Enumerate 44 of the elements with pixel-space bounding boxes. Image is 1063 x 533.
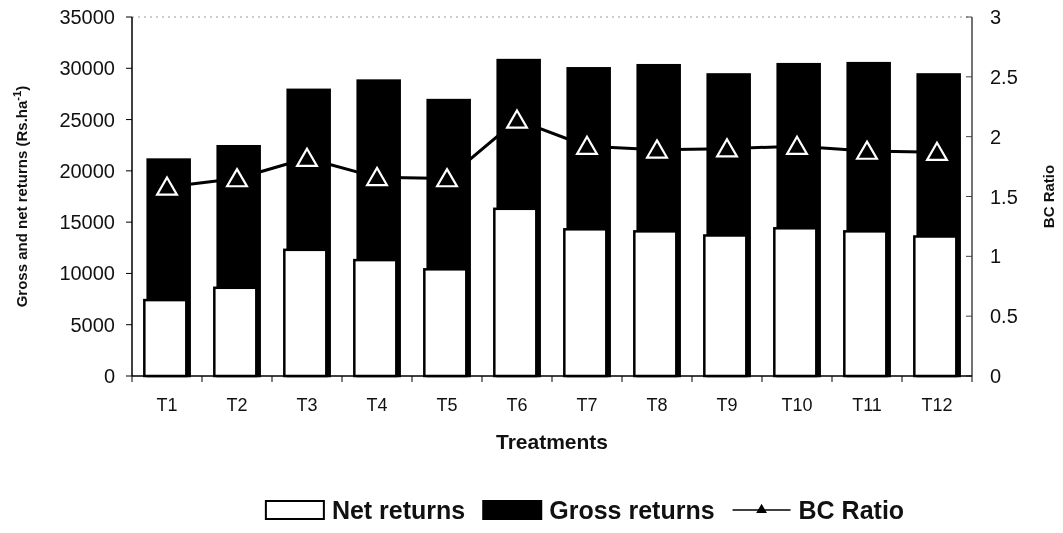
x-tick-label: T2	[226, 395, 248, 415]
point	[225, 168, 249, 188]
x-tick-label: T5	[436, 395, 458, 415]
y-tick-label: 30000	[59, 57, 115, 80]
y2-tick-label: 1	[990, 245, 1002, 268]
x-tick-label: T10	[781, 395, 813, 415]
point	[155, 176, 179, 196]
y2-tick-label: 1.5	[990, 185, 1018, 208]
x-tick-label: T6	[506, 395, 528, 415]
point	[925, 141, 949, 162]
x-tick-label: T4	[366, 395, 388, 415]
x-tick-label: T8	[646, 395, 668, 415]
y-tick-label: 10000	[59, 262, 115, 285]
y-tick-label: 25000	[59, 108, 115, 131]
point	[645, 139, 669, 159]
y2-tick-label: 3	[990, 6, 1002, 28]
x-tick-label: T7	[576, 395, 598, 415]
y2-tick-label: 0.5	[990, 305, 1018, 328]
y-tick-label: 5000	[70, 313, 115, 336]
point	[575, 135, 599, 156]
legend-label: Gross returns	[549, 495, 715, 524]
point	[785, 135, 809, 156]
point	[435, 168, 459, 188]
legend-label: BC Ratio	[798, 495, 905, 524]
point	[505, 109, 529, 129]
x-tick-label: T11	[852, 395, 882, 415]
y-tick-label: 35000	[59, 6, 115, 28]
x-tick-label: T12	[921, 395, 953, 415]
y2-tick-label: 0	[990, 365, 1002, 387]
x-tick-label: T3	[296, 395, 318, 415]
point	[365, 166, 389, 187]
y2-tick-label: 2.5	[990, 65, 1018, 88]
y-tick-label: 15000	[59, 211, 115, 234]
y2-tick-label: 2	[990, 125, 1002, 148]
x-tick-label: T1	[156, 395, 178, 415]
y2-axis-title: BC Ratio	[1040, 164, 1057, 229]
x-tick-label: T9	[716, 395, 738, 415]
point	[855, 140, 879, 160]
point	[295, 147, 319, 168]
y-tick-label: 0	[103, 365, 115, 387]
point	[715, 138, 739, 158]
legend-label: Net returns	[331, 495, 466, 524]
y-tick-label: 20000	[59, 159, 115, 182]
x-axis-title: Treatments	[495, 430, 609, 453]
